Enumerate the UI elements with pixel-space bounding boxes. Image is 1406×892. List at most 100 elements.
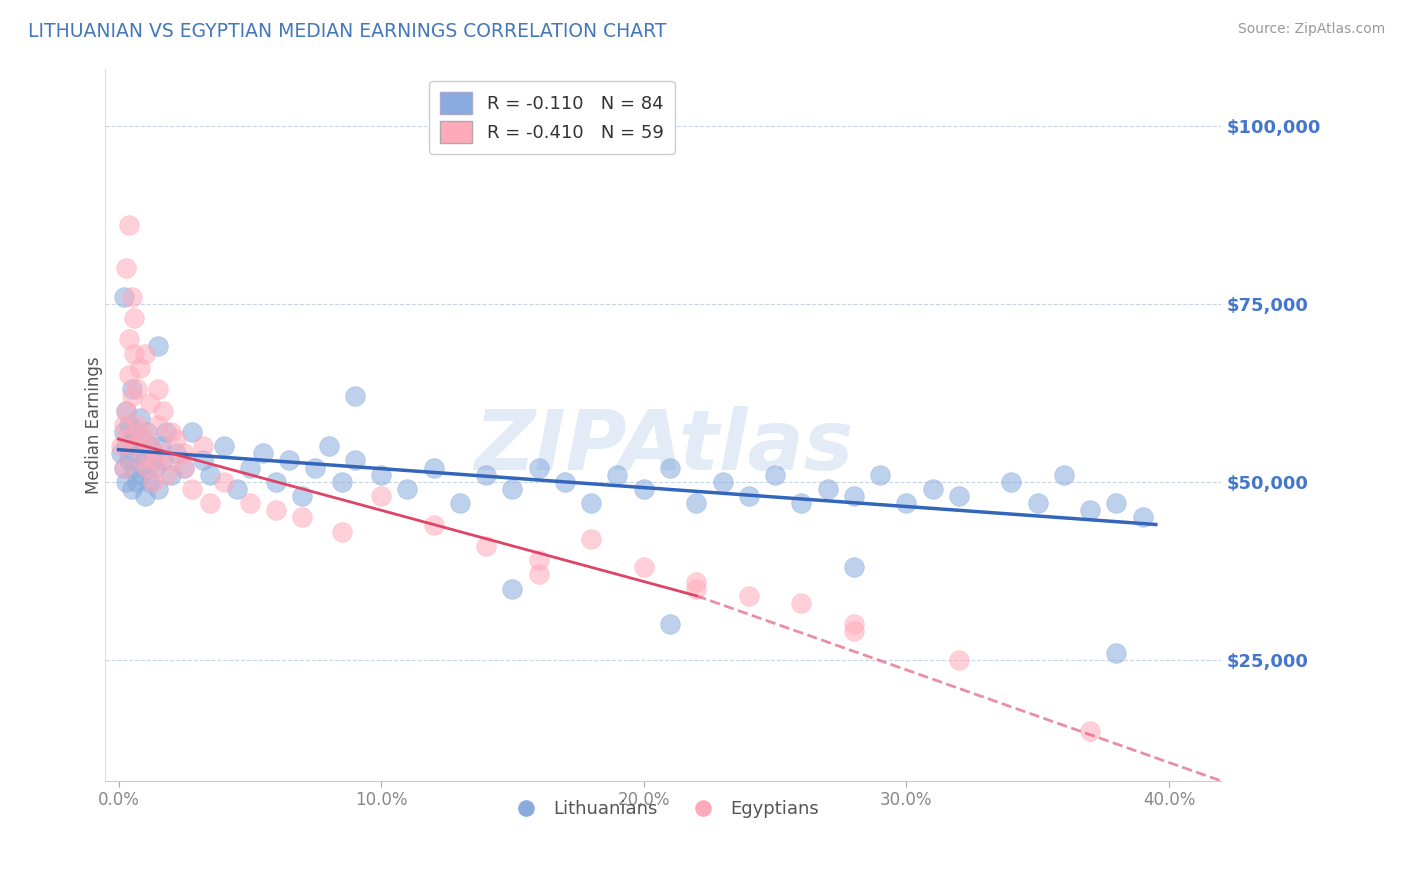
Point [191, 439, 214, 453]
Point [112, 417, 135, 432]
Point [330, 524, 353, 539]
Point [160, 467, 183, 482]
Text: Source: ZipAtlas.com: Source: ZipAtlas.com [1237, 22, 1385, 37]
Point [579, 532, 602, 546]
Point [134, 346, 156, 360]
Point [121, 289, 143, 303]
Point [115, 475, 138, 489]
Point [842, 624, 865, 639]
Y-axis label: Median Earnings: Median Earnings [86, 356, 103, 493]
Point [212, 439, 235, 453]
Point [136, 425, 159, 439]
Point [110, 439, 132, 453]
Point [370, 489, 392, 503]
Point [304, 460, 326, 475]
Point [291, 510, 314, 524]
Point [136, 460, 159, 475]
Point [527, 460, 550, 475]
Point [160, 425, 183, 439]
Point [659, 460, 682, 475]
Text: ZIPAtlas: ZIPAtlas [474, 406, 853, 487]
Point [1105, 496, 1128, 510]
Point [449, 496, 471, 510]
Point [579, 496, 602, 510]
Point [149, 446, 172, 460]
Point [1000, 475, 1022, 489]
Point [790, 496, 813, 510]
Point [134, 453, 156, 467]
Point [921, 482, 943, 496]
Text: LITHUANIAN VS EGYPTIAN MEDIAN EARNINGS CORRELATION CHART: LITHUANIAN VS EGYPTIAN MEDIAN EARNINGS C… [28, 22, 666, 41]
Point [633, 482, 655, 496]
Point [124, 425, 146, 439]
Point [200, 496, 222, 510]
Point [121, 482, 143, 496]
Point [659, 617, 682, 632]
Point [112, 289, 135, 303]
Point [160, 453, 183, 467]
Point [181, 425, 204, 439]
Point [475, 539, 498, 553]
Point [131, 432, 153, 446]
Point [124, 460, 146, 475]
Point [527, 567, 550, 582]
Point [264, 503, 287, 517]
Point [817, 482, 839, 496]
Point [146, 382, 169, 396]
Point [124, 346, 146, 360]
Point [422, 460, 444, 475]
Point [264, 475, 287, 489]
Point [1078, 724, 1101, 739]
Point [896, 496, 918, 510]
Point [139, 396, 162, 410]
Point [318, 439, 340, 453]
Point [948, 489, 970, 503]
Point [711, 475, 734, 489]
Point [343, 453, 366, 467]
Point [738, 589, 761, 603]
Point [738, 489, 761, 503]
Point [422, 517, 444, 532]
Point [278, 453, 301, 467]
Point [128, 360, 150, 375]
Point [125, 439, 148, 453]
Point [212, 475, 235, 489]
Point [131, 453, 153, 467]
Point [790, 596, 813, 610]
Point [343, 389, 366, 403]
Point [115, 432, 138, 446]
Point [118, 332, 141, 346]
Point [118, 417, 141, 432]
Point [146, 482, 169, 496]
Point [134, 489, 156, 503]
Point [606, 467, 628, 482]
Point [124, 310, 146, 325]
Point [152, 453, 174, 467]
Point [200, 467, 222, 482]
Point [115, 439, 138, 453]
Point [118, 219, 141, 233]
Point [112, 425, 135, 439]
Point [155, 425, 177, 439]
Point [1053, 467, 1076, 482]
Point [128, 446, 150, 460]
Point [763, 467, 786, 482]
Point [112, 460, 135, 475]
Point [527, 553, 550, 567]
Point [165, 432, 187, 446]
Point [115, 403, 138, 417]
Point [685, 582, 707, 596]
Point [239, 496, 262, 510]
Point [173, 460, 195, 475]
Point [121, 389, 143, 403]
Point [842, 617, 865, 632]
Point [139, 439, 162, 453]
Point [948, 653, 970, 667]
Point [173, 460, 195, 475]
Point [134, 432, 156, 446]
Point [842, 489, 865, 503]
Point [121, 439, 143, 453]
Point [842, 560, 865, 574]
Point [146, 339, 169, 353]
Point [110, 446, 132, 460]
